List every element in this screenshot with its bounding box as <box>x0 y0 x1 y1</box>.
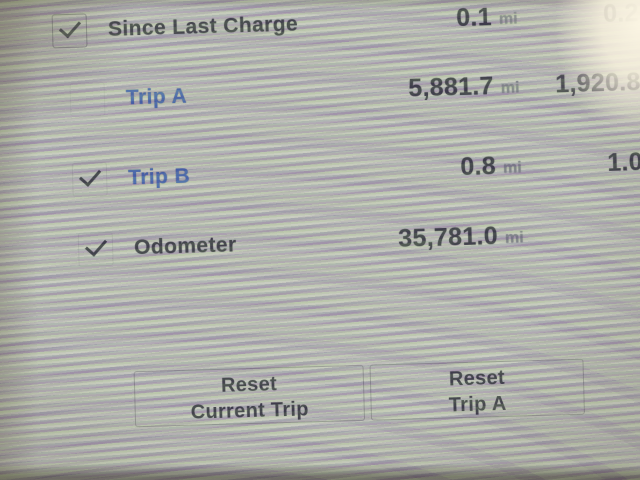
reset-trip-a-button[interactable]: Reset Trip A <box>369 358 585 421</box>
table-row: Since Last Charge 0.1 mi 0.2 <box>0 0 639 56</box>
table-row: Trip A 5,881.7 mi 1,920.8 <box>0 67 640 125</box>
since-last-charge-distance: 0.1 <box>455 3 493 33</box>
odometer-label[interactable]: Odometer <box>133 233 237 260</box>
since-last-charge-checkbox[interactable] <box>51 13 88 49</box>
trip-b-distance: 0.8 <box>459 152 497 182</box>
trip-b-energy: 1.0 <box>606 147 640 177</box>
table-row: Trip B 0.8 mi 1.0 <box>0 147 640 205</box>
trip-a-label[interactable]: Trip A <box>125 84 188 110</box>
trip-a-checkbox[interactable] <box>69 81 106 117</box>
trip-b-label[interactable]: Trip B <box>127 164 191 190</box>
since-last-charge-energy: 0.2 <box>602 0 640 29</box>
odometer-energy <box>485 218 640 222</box>
table-row: Odometer 35,781.0 mi <box>0 217 640 275</box>
reset-trip-a-line2: Trip A <box>448 392 507 417</box>
trip-a-distance: 5,881.7 <box>407 72 495 103</box>
check-icon <box>78 163 102 187</box>
reset-current-trip-button[interactable]: Reset Current Trip <box>133 364 366 428</box>
reset-current-trip-line2: Current Trip <box>190 398 310 424</box>
odometer-checkbox[interactable] <box>77 231 114 267</box>
distance-unit: mi <box>504 229 524 247</box>
trip-b-checkbox[interactable] <box>71 161 108 197</box>
check-icon <box>58 15 82 39</box>
check-icon <box>84 233 108 257</box>
trip-a-energy: 1,920.8 <box>554 67 640 99</box>
odometer-distance: 35,781.0 <box>397 222 499 253</box>
